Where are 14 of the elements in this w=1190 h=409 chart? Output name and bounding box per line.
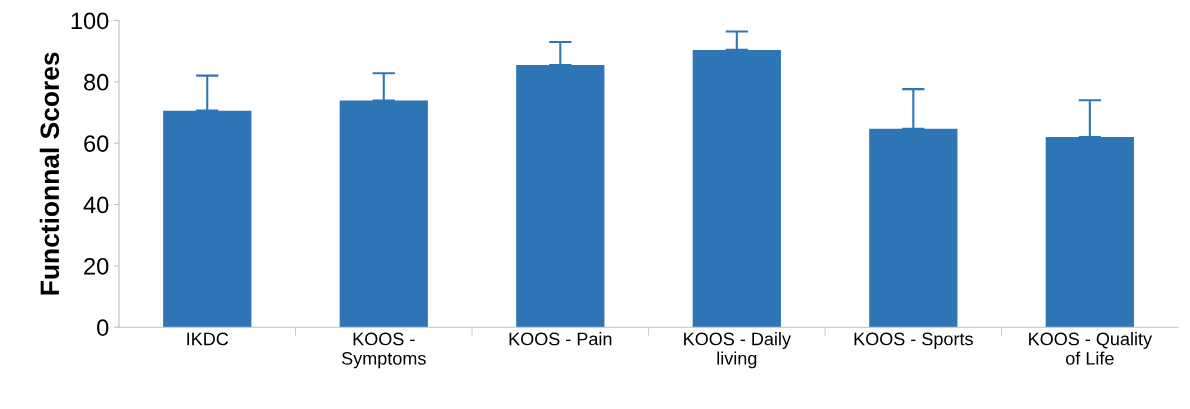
bar <box>339 100 428 328</box>
y-tick-label: 80 <box>84 73 109 91</box>
x-tick-label: KOOS - Daily living <box>684 332 791 369</box>
y-tick-label: 20 <box>84 257 109 275</box>
y-tick-label: 100 <box>71 12 109 30</box>
x-tick-label: KOOS - Quality of Life <box>1029 332 1153 365</box>
x-tick-label: KOOS - Pain <box>509 332 612 346</box>
x-tick-label: KOOS - Symptoms <box>341 332 426 369</box>
y-tick-label: 40 <box>83 196 109 214</box>
x-tick-label: IKDC <box>187 332 229 346</box>
y-axis-title: Functionnal Scores <box>39 52 60 295</box>
y-tick-label: 60 <box>84 135 109 152</box>
x-tick-label: KOOS - Sports <box>854 332 973 349</box>
y-tick-label: 0 <box>97 319 109 336</box>
